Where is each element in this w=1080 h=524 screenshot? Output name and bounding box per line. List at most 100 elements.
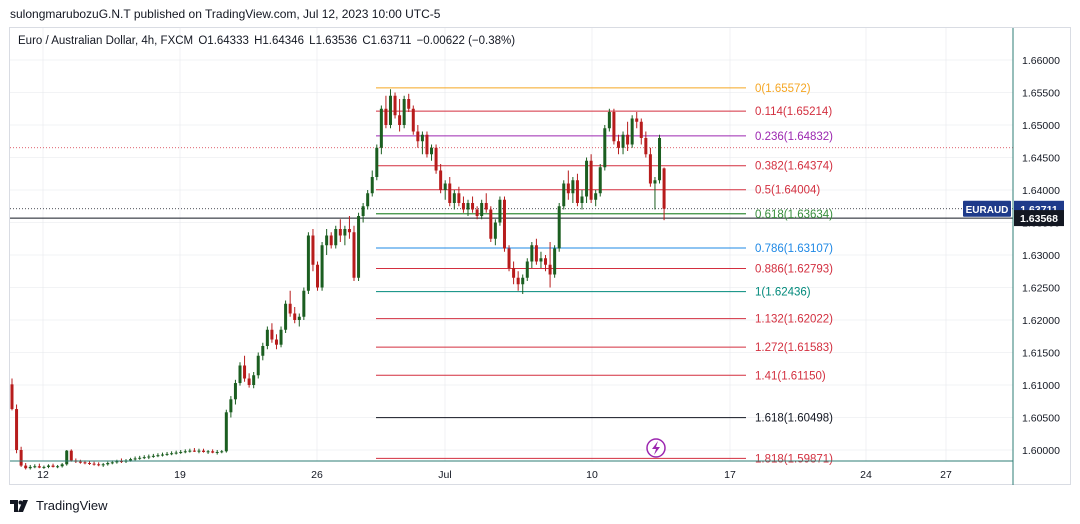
candle-body bbox=[585, 160, 589, 197]
candle-body bbox=[174, 452, 178, 454]
candle-body bbox=[616, 141, 620, 148]
candle-body bbox=[220, 451, 224, 453]
change-value: −0.00622 (−0.38%) bbox=[416, 35, 516, 47]
candle-body bbox=[33, 466, 37, 468]
price-tick-label: 1.66000 bbox=[1022, 55, 1060, 67]
price-tick-label: 1.62500 bbox=[1022, 283, 1060, 295]
candle-body bbox=[343, 229, 347, 236]
candle-body bbox=[393, 95, 397, 116]
candle-body bbox=[516, 277, 520, 285]
close-label: C bbox=[362, 35, 371, 47]
alert-lightning-icon[interactable] bbox=[646, 438, 666, 458]
candle-body bbox=[46, 465, 50, 467]
candle-body bbox=[10, 384, 14, 410]
candle-body bbox=[165, 453, 169, 455]
fib-level-label: 0.786(1.63107) bbox=[755, 243, 833, 255]
candle-body bbox=[188, 450, 192, 452]
low-value: 1.63536 bbox=[315, 35, 358, 47]
candle-body bbox=[430, 147, 434, 155]
candle-body bbox=[229, 399, 233, 413]
candle-body bbox=[288, 303, 292, 314]
candle-body bbox=[302, 290, 306, 317]
candle-body bbox=[357, 216, 361, 278]
candle-body bbox=[129, 459, 133, 461]
candle-body bbox=[662, 168, 666, 209]
candle-body bbox=[338, 229, 342, 236]
open-value: 1.64333 bbox=[207, 35, 249, 47]
candle-body bbox=[160, 454, 164, 456]
candle-body bbox=[402, 99, 406, 125]
candle-body bbox=[612, 112, 616, 142]
fib-level-label: 0.886(1.62793) bbox=[755, 263, 833, 275]
candle-body bbox=[594, 193, 598, 200]
time-tick-label: Jul bbox=[438, 469, 451, 481]
price-tick-label: 1.60000 bbox=[1022, 445, 1060, 457]
candle-body bbox=[347, 229, 351, 233]
tradingview-footer[interactable]: TradingView bbox=[10, 498, 108, 513]
candle-body bbox=[119, 461, 123, 463]
candle-body bbox=[311, 235, 315, 265]
candle-body bbox=[183, 451, 187, 453]
candle-body bbox=[69, 450, 73, 461]
candle-body bbox=[97, 464, 101, 466]
candle-body bbox=[256, 355, 260, 376]
time-axis[interactable]: 12 19 26 Jul 10 17 24 27 bbox=[10, 460, 1013, 481]
candle-body bbox=[37, 466, 41, 468]
candle-body bbox=[648, 154, 652, 184]
candle-body bbox=[306, 235, 310, 291]
candle-body bbox=[562, 183, 566, 207]
candle-body bbox=[489, 209, 493, 239]
close-value: 1.63711 bbox=[370, 35, 412, 47]
candle-body bbox=[265, 329, 269, 346]
candle-body bbox=[42, 466, 46, 468]
crosshair-price-label: 1.63568 bbox=[1020, 213, 1058, 225]
candle-body bbox=[60, 464, 64, 467]
candle-body bbox=[635, 118, 639, 122]
time-tick-label: 27 bbox=[940, 469, 952, 481]
high-label: H bbox=[254, 35, 263, 47]
candle-body bbox=[110, 462, 114, 464]
candle-body bbox=[630, 118, 634, 145]
time-tick-label: 24 bbox=[860, 469, 872, 481]
candle-body bbox=[197, 450, 201, 452]
candle-body bbox=[375, 147, 379, 177]
time-tick-label: 19 bbox=[174, 469, 186, 481]
price-tick-label: 1.65000 bbox=[1022, 120, 1060, 132]
candle-body bbox=[557, 206, 561, 249]
price-tick-label: 1.62000 bbox=[1022, 315, 1060, 327]
candle-body bbox=[192, 450, 196, 452]
candle-body bbox=[589, 160, 593, 200]
ticker-tag-label: EURAUD bbox=[966, 205, 1009, 216]
fib-level-label: 0.382(1.64374) bbox=[755, 161, 833, 173]
fib-level-label: 0.618(1.63634) bbox=[755, 209, 833, 221]
open-label: O bbox=[198, 35, 208, 47]
candle-body bbox=[548, 264, 552, 275]
candle-body bbox=[329, 235, 333, 246]
candle-body bbox=[420, 134, 424, 142]
candle-body bbox=[452, 193, 456, 203]
price-tick-label: 1.63000 bbox=[1022, 250, 1060, 262]
candle-body bbox=[466, 203, 470, 210]
crosshair-price-box bbox=[1014, 210, 1064, 227]
candle-body bbox=[147, 456, 151, 458]
fib-level-label: 0.5(1.64004) bbox=[755, 185, 820, 197]
candle-body bbox=[544, 258, 548, 265]
candle-body bbox=[521, 277, 525, 285]
candle-body bbox=[366, 193, 370, 207]
candle-body bbox=[498, 199, 502, 223]
candle-body bbox=[170, 453, 174, 455]
candle-body bbox=[566, 183, 570, 194]
candle-body bbox=[142, 457, 146, 459]
candle-body bbox=[658, 138, 662, 181]
candle-body bbox=[206, 451, 210, 453]
candle-body bbox=[384, 108, 388, 125]
candle-body bbox=[398, 115, 402, 125]
candle-body bbox=[493, 222, 497, 239]
fibonacci-retracement[interactable]: 0(1.65572) 0.114(1.65214) 0.236(1.64832) 0.… bbox=[376, 83, 833, 466]
symbol-legend[interactable]: Euro / Australian Dollar, 4h, FXCM O1.64… bbox=[18, 35, 515, 47]
candle-body bbox=[133, 458, 137, 460]
candle-body bbox=[24, 465, 28, 469]
price-axis[interactable]: 1.66000 1.65500 1.65000 1.64500 1.64000 1.635… bbox=[963, 28, 1064, 485]
candle-body bbox=[530, 245, 534, 262]
